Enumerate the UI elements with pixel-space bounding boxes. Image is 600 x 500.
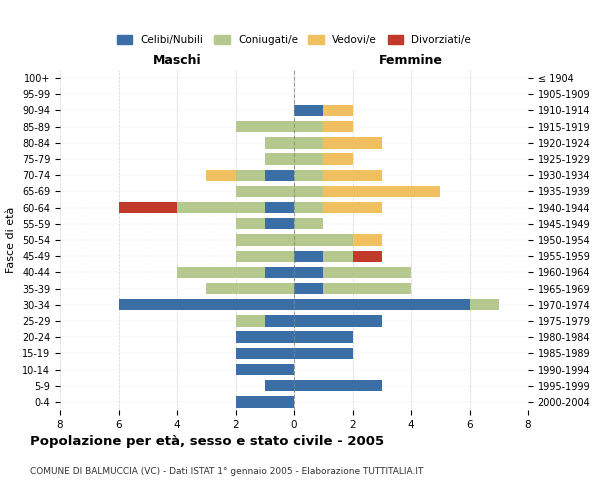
Bar (177, 266, 265, 278)
Bar (119, 202, 177, 213)
Text: Popolazione per età, sesso e stato civile - 2005: Popolazione per età, sesso e stato civil… (30, 435, 384, 448)
Bar (235, 121, 294, 132)
Bar (323, 170, 382, 181)
Bar (294, 316, 382, 326)
Bar (294, 170, 323, 181)
Bar (294, 299, 470, 310)
Bar (323, 105, 353, 116)
Bar (323, 154, 353, 164)
Bar (323, 202, 382, 213)
Bar (294, 218, 323, 230)
Bar (235, 364, 294, 375)
Bar (235, 332, 294, 343)
Bar (353, 250, 382, 262)
Bar (323, 266, 411, 278)
Bar (235, 316, 265, 326)
Bar (119, 299, 294, 310)
Bar (206, 283, 294, 294)
Bar (265, 170, 294, 181)
Bar (294, 332, 353, 343)
Bar (235, 348, 294, 359)
Bar (177, 202, 265, 213)
Bar (353, 234, 382, 246)
Bar (265, 218, 294, 230)
Bar (323, 121, 353, 132)
Bar (294, 121, 323, 132)
Bar (294, 283, 323, 294)
Bar (323, 137, 382, 148)
Bar (235, 218, 265, 230)
Bar (294, 380, 382, 392)
Bar (323, 250, 353, 262)
Legend: Celibi/Nubili, Coniugati/e, Vedovi/e, Divorziati/e: Celibi/Nubili, Coniugati/e, Vedovi/e, Di… (113, 31, 475, 50)
Bar (323, 283, 411, 294)
Bar (265, 137, 294, 148)
Bar (294, 234, 353, 246)
Bar (470, 299, 499, 310)
Bar (294, 348, 353, 359)
Bar (265, 154, 294, 164)
Bar (235, 250, 294, 262)
Bar (265, 316, 294, 326)
Bar (294, 202, 323, 213)
Bar (294, 266, 323, 278)
Text: Femmine: Femmine (379, 54, 443, 67)
Bar (323, 186, 440, 197)
Text: Maschi: Maschi (152, 54, 202, 67)
Bar (235, 170, 265, 181)
Y-axis label: Fasce di età: Fasce di età (7, 207, 16, 273)
Y-axis label: Anni di nascita: Anni di nascita (597, 198, 600, 281)
Bar (235, 396, 294, 407)
Bar (265, 202, 294, 213)
Bar (294, 105, 323, 116)
Bar (294, 186, 323, 197)
Bar (294, 137, 323, 148)
Bar (265, 380, 294, 392)
Bar (294, 154, 323, 164)
Bar (265, 266, 294, 278)
Bar (235, 234, 294, 246)
Text: COMUNE DI BALMUCCIA (VC) - Dati ISTAT 1° gennaio 2005 - Elaborazione TUTTITALIA.: COMUNE DI BALMUCCIA (VC) - Dati ISTAT 1°… (30, 468, 424, 476)
Bar (235, 186, 294, 197)
Bar (294, 250, 323, 262)
Bar (206, 170, 235, 181)
